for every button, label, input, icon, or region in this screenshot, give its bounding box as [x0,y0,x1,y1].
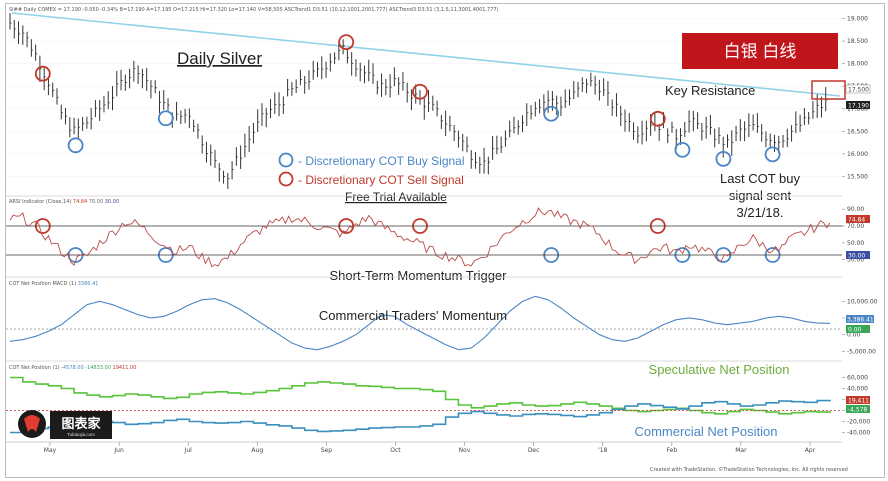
buy-signal-circle [543,105,560,122]
sell-signal-circle [338,34,355,51]
sell-signal-circle [649,110,666,127]
buy-signal-circle [67,137,84,154]
buy-signal-circle [674,141,691,158]
macd-header: COT Net Position MACD (1) 3386.41 [9,281,98,287]
macd-tag-zero-text: 0.00 [848,327,862,334]
macd-tag-zero [846,325,870,333]
signal-circles [34,34,781,263]
macd-lines [9,295,831,351]
banner-text: 白银 白线 [724,42,797,61]
commercial-net-label: Commercial Net Position [634,424,777,439]
macd-series-line [9,295,831,351]
last-price-tag [846,101,870,109]
price-axis-tick-label: 17.000 [847,106,868,113]
price-axis-tick-label: 19.000 [847,16,868,23]
net-axis-tick-label: 40,000 [847,386,868,393]
price-axis-tick-label: 18.500 [847,38,868,45]
net-axis-tick-label: 60,000 [847,375,868,382]
buy-signal-circle [764,146,781,163]
x-axis-tick-label: '18 [598,447,607,454]
short-term-label: Short-Term Momentum Trigger [330,268,508,283]
last-signal-line1: Last COT buy [720,171,800,186]
net-tag-spec [846,396,870,404]
sell-legend-icon [278,171,294,187]
x-axis-tick-label: Apr [805,447,816,454]
logo-text: 图表家 [61,416,101,431]
price-axis-tick-label: 16.000 [847,151,868,158]
commercial-series-line [10,399,831,434]
arsi-tag-top [846,215,870,223]
buy-signal-circle [715,150,732,167]
macd-tag-value-text: 3,386.41 [847,317,874,324]
x-axis-tick-label: May [44,447,57,454]
arsi-axis-tick-label: 70.00 [847,223,864,230]
x-axis: May Jun Jul Aug Sep Oct Nov Dec '18 Feb Mar Apr [44,442,816,454]
net-tag-comm-text: -4,578 [848,407,868,414]
price-axis-tick-label: 15.500 [847,173,868,180]
last-price-value: 17.190 [848,103,869,110]
x-axis-tick-label: Jul [184,447,193,454]
last-signal-line3: 3/21/18. [737,205,784,220]
resistance-tag-value: 17.500 [848,87,869,94]
logo-badge [50,411,112,439]
macd-axis-tick-label: 10,000.00 [847,298,878,305]
arsi-axis-tick-label: 50.00 [847,240,864,247]
price-candles [9,13,828,189]
price-axis-tick-label: 16.500 [847,128,868,135]
net-lines [6,376,842,434]
arsi-lines [9,207,831,268]
macd-tag-value [846,315,874,323]
chart-title: Daily Silver [177,49,262,68]
arsi-tag-bottom-value: 30.00 [848,253,865,260]
net-axis-tick-label: -20,000 [847,419,870,426]
arsi-header: ARSI Indicator (Close,14) 74.84 70.00 30… [9,199,119,205]
arsi-tag-top-value: 74.84 [848,217,865,224]
price-axis: 19.000 18.500 18.000 17.500 17.000 16.500 16.0… [842,16,868,180]
footer-credit: Created with TradeStation. ©TradeStation… [650,466,848,473]
x-axis-tick-label: Feb [667,447,678,454]
symbol-header: SI## Daily COMEX = 17.190 -0.050 -0.34% … [9,7,499,13]
x-axis-tick-label: Aug [251,447,263,454]
commercial-momentum-label: Commercial Traders' Momentum [319,308,507,323]
arsi-series-line [9,207,831,268]
net-header: COT Net Position (1) -4578.00 -14833.00 … [9,365,136,371]
price-axis-tick-label: 18.000 [847,61,868,68]
speculative-label: Speculative Net Position [649,362,790,377]
macd-axis-tick-label: -5,000.00 [847,348,876,355]
logo-icon-accent [24,415,40,432]
arsi-tag-bottom [846,251,870,259]
x-axis-tick-label: Nov [459,447,471,454]
sell-signal-circle [34,65,51,82]
x-axis-tick-label: Sep [321,447,333,454]
sell-signal-circle [412,83,428,100]
last-signal-line2: signal sent [729,188,792,203]
resistance-tag [845,84,871,94]
net-tag-spec-text: 19,411 [848,398,869,405]
arsi-axis: 90.00 70.00 50.00 30.00 [842,206,864,264]
arsi-axis-tick-label: 30.00 [847,257,864,264]
resistance-box [811,80,846,100]
buy-legend-icon [278,152,294,168]
banner [682,33,838,69]
x-axis-tick-label: Mar [735,447,747,454]
macd-axis-tick-label: 0.00 [847,332,861,339]
key-resistance-label: Key Resistance [665,83,755,98]
x-axis-tick-label: Jun [113,447,124,454]
buy-signal-circle [157,110,174,127]
logo-sub: Tubiaojia.com [67,432,95,437]
legend-buy-text: - Discretionary COT Buy Signal [298,154,465,168]
net-tag-comm [846,405,870,413]
legend-sell-text: - Discretionary COT Sell Signal [298,173,464,187]
logo: 图表家 Tubiaojia.com [18,410,112,439]
arsi-axis-tick-label: 90.00 [847,206,864,213]
speculative-series-line [10,376,831,415]
net-axis-tick-label: -40,000 [847,430,870,437]
x-axis-tick-label: Oct [390,447,401,454]
x-axis-tick-label: Dec [528,447,540,454]
free-trial-text: Free Trial Available [345,190,447,204]
resistance-trendline [11,12,841,97]
